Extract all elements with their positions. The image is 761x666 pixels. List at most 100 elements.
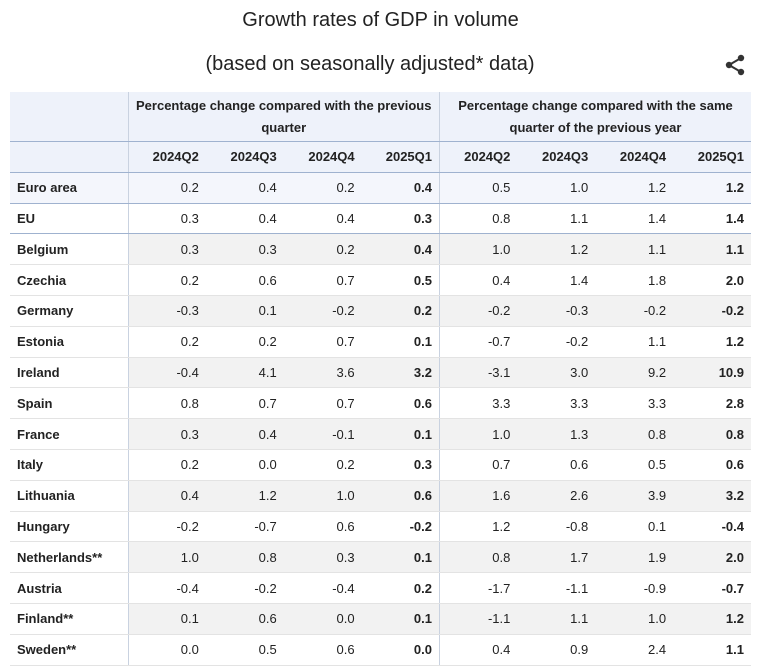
- cell: 0.3: [283, 541, 362, 574]
- column-header-row: 2024Q2 2024Q3 2024Q4 2025Q1 2024Q2 2024Q3 2024…: [10, 141, 751, 173]
- cell: -0.9: [595, 572, 674, 604]
- cell: 0.0: [128, 634, 206, 666]
- row-label: Finland**: [10, 603, 129, 635]
- cell: 0.1: [361, 418, 440, 450]
- cell: 9.2: [595, 357, 674, 389]
- row-label: France: [10, 418, 129, 450]
- data-row: Czechia 0.2 0.6 0.7 0.5 0.4 1.4 1.8 2.0: [10, 264, 751, 296]
- cell: 3.3: [517, 387, 596, 420]
- cell: -1.7: [439, 572, 518, 604]
- corner-cell: [10, 141, 129, 173]
- cell: 0.4: [205, 418, 284, 450]
- cell: 2.8: [673, 387, 751, 420]
- cell: 0.1: [205, 295, 284, 327]
- cell: 1.2: [205, 480, 284, 512]
- cell: 1.9: [595, 541, 674, 574]
- row-label: Lithuania: [10, 480, 129, 512]
- cell: 4.1: [205, 357, 284, 389]
- cell: 3.9: [595, 480, 674, 512]
- cell: 0.2: [283, 449, 362, 481]
- cell: 0.7: [439, 449, 518, 481]
- cell: -0.2: [128, 511, 206, 543]
- cell: -0.4: [673, 511, 751, 543]
- cell: -0.2: [595, 295, 674, 327]
- cell: 0.5: [205, 634, 284, 666]
- data-row: Ireland -0.4 4.1 3.6 3.2 -3.1 3.0 9.2 10.9: [10, 357, 751, 389]
- cell: 0.9: [517, 634, 596, 666]
- column-header: 2025Q1: [673, 141, 751, 173]
- cell: 0.1: [595, 511, 674, 543]
- cell: 0.4: [361, 233, 440, 266]
- cell: 0.6: [361, 480, 440, 512]
- cell: 1.4: [517, 264, 596, 296]
- cell: 0.4: [283, 203, 362, 235]
- share-button[interactable]: [724, 54, 746, 76]
- cell: 0.6: [361, 387, 440, 420]
- cell: 2.6: [517, 480, 596, 512]
- cell: 0.5: [439, 172, 518, 204]
- cell: 1.1: [673, 233, 751, 266]
- cell: 0.4: [205, 203, 284, 235]
- cell: -0.4: [283, 572, 362, 604]
- cell: -0.7: [673, 572, 751, 604]
- cell: 0.2: [128, 264, 206, 296]
- cell: 0.7: [283, 264, 362, 296]
- cell: 0.4: [439, 264, 518, 296]
- data-row: France 0.3 0.4 -0.1 0.1 1.0 1.3 0.8 0.8: [10, 418, 751, 450]
- cell: 0.6: [205, 603, 284, 635]
- cell: 0.7: [283, 326, 362, 358]
- row-label: Netherlands**: [10, 541, 129, 574]
- cell: 1.0: [128, 541, 206, 574]
- cell: 1.4: [595, 203, 674, 235]
- cell: 0.8: [439, 541, 518, 574]
- cell: -0.4: [128, 357, 206, 389]
- column-header: 2024Q2: [439, 141, 518, 173]
- subtitle: (based on seasonally adjusted* data): [205, 53, 535, 75]
- cell: 1.2: [439, 511, 518, 543]
- cell: 0.6: [517, 449, 596, 481]
- cell: 3.2: [673, 480, 751, 512]
- row-label: Euro area: [10, 172, 129, 204]
- cell: 1.1: [595, 326, 674, 358]
- data-row: Sweden** 0.0 0.5 0.6 0.0 0.4 0.9 2.4 1.1: [10, 634, 751, 666]
- cell: 1.6: [439, 480, 518, 512]
- data-row: Austria -0.4 -0.2 -0.4 0.2 -1.7 -1.1 -0.9 -0.7: [10, 572, 751, 604]
- cell: 0.2: [205, 326, 284, 358]
- column-header: 2024Q3: [517, 141, 596, 173]
- gdp-table: Percentage change compared with the prev…: [10, 92, 751, 666]
- cell: 0.6: [283, 511, 362, 543]
- cell: 10.9: [673, 357, 751, 389]
- data-row: Euro area 0.2 0.4 0.2 0.4 0.5 1.0 1.2 1.2: [10, 172, 751, 204]
- cell: 3.2: [361, 357, 440, 389]
- cell: -0.2: [361, 511, 440, 543]
- data-row: Netherlands** 1.0 0.8 0.3 0.1 0.8 1.7 1.9 2.0: [10, 541, 751, 574]
- cell: 0.0: [205, 449, 284, 481]
- cell: 2.4: [595, 634, 674, 666]
- cell: 2.0: [673, 264, 751, 296]
- cell: 1.0: [283, 480, 362, 512]
- cell: 0.4: [439, 634, 518, 666]
- cell: 3.3: [595, 387, 674, 420]
- cell: 0.7: [205, 387, 284, 420]
- cell: 0.0: [361, 634, 440, 666]
- cell: 0.1: [361, 603, 440, 635]
- cell: -0.8: [517, 511, 596, 543]
- cell: 3.3: [439, 387, 518, 420]
- cell: 0.8: [128, 387, 206, 420]
- cell: 1.1: [517, 203, 596, 235]
- cell: 0.3: [361, 449, 440, 481]
- row-label: Italy: [10, 449, 129, 481]
- cell: 0.2: [128, 326, 206, 358]
- cell: -0.2: [439, 295, 518, 327]
- cell: 0.8: [205, 541, 284, 574]
- cell: 1.1: [595, 233, 674, 266]
- cell: 3.6: [283, 357, 362, 389]
- cell: 0.3: [128, 203, 206, 235]
- cell: 1.7: [517, 541, 596, 574]
- row-label: Germany: [10, 295, 129, 327]
- cell: 0.6: [283, 634, 362, 666]
- column-header: 2024Q3: [205, 141, 284, 173]
- cell: 1.4: [673, 203, 751, 235]
- column-header: 2024Q4: [595, 141, 674, 173]
